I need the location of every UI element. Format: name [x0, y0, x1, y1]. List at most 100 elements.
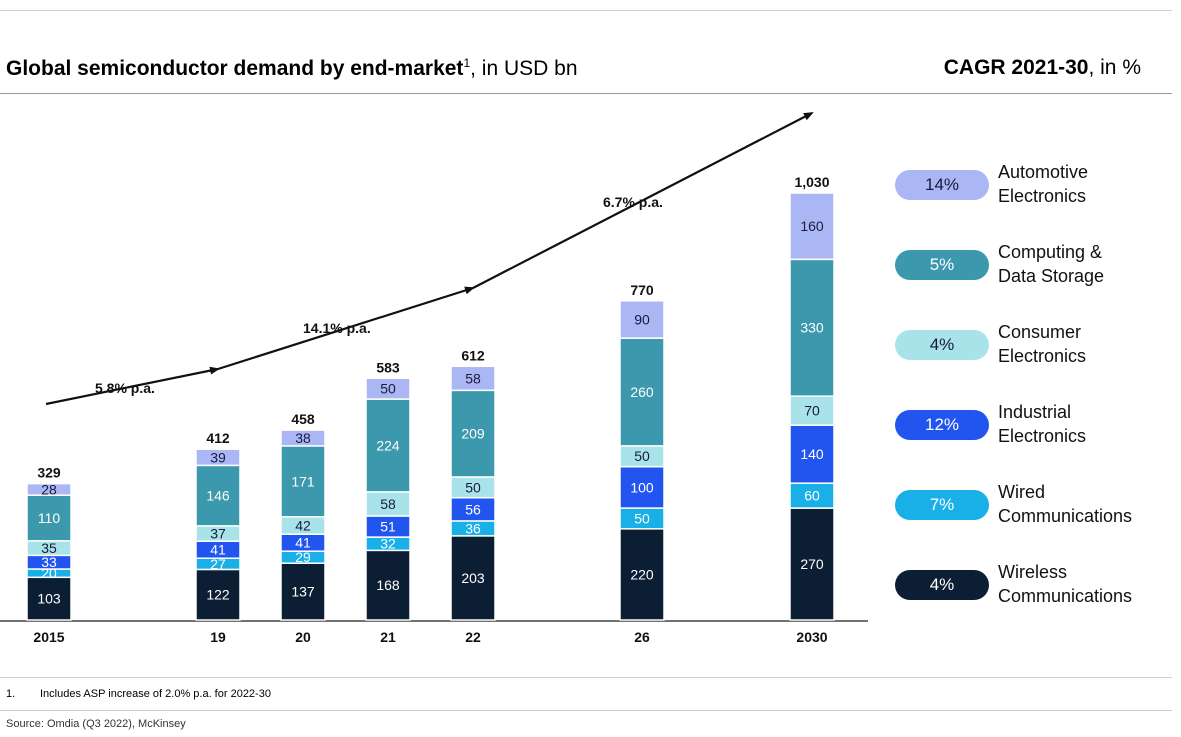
legend-label-line-2: Electronics: [998, 186, 1087, 206]
bar-segment-automotive-electronics-2030: [789, 192, 835, 261]
total-label: 612: [461, 347, 485, 363]
legend-item: 7% Wired Communications: [893, 482, 1178, 540]
bar-segment-wireless-communications-26: [619, 528, 665, 621]
total-label: 583: [376, 359, 400, 375]
legend-label-line-1: Computing &: [998, 242, 1103, 262]
bar-segment-wireless-communications-2030: [789, 507, 835, 621]
footnote-text: Includes ASP increase of 2.0% p.a. for 2…: [40, 688, 271, 700]
legend-cagr-pill: 5%: [895, 250, 989, 280]
data-label: 122: [206, 587, 230, 603]
data-label: 35: [41, 540, 57, 556]
legend-label: Industrial Electronics: [998, 400, 1086, 448]
data-label: 41: [295, 535, 311, 551]
cagr-header: CAGR 2021-30, in %: [944, 56, 1141, 80]
total-label: 329: [37, 465, 61, 481]
growth-label: 14.1% p.a.: [303, 320, 371, 336]
data-label: 39: [210, 449, 226, 465]
data-label: 220: [630, 566, 654, 582]
data-label: 58: [465, 370, 481, 386]
legend-label-line-1: Automotive: [998, 162, 1089, 182]
x-tick-label: 19: [210, 629, 226, 645]
legend-item: 4% Consumer Electronics: [893, 322, 1178, 380]
legend-cagr-pill: 7%: [895, 490, 989, 520]
source-rule: [0, 710, 1172, 711]
total-label: 770: [630, 282, 654, 298]
data-label: 33: [41, 554, 57, 570]
data-label: 110: [38, 510, 61, 526]
legend-label: Wired Communications: [998, 480, 1132, 528]
data-label: 270: [800, 556, 824, 572]
data-label: 38: [295, 430, 311, 446]
data-label: 50: [634, 448, 650, 464]
data-label: 146: [206, 488, 230, 504]
legend-label-line-1: Consumer: [998, 322, 1082, 342]
chart-title-footnote-mark: 1: [463, 56, 471, 70]
bar-segment-wireless-communications-21: [365, 549, 411, 621]
data-label: 203: [461, 570, 485, 586]
x-tick-label: 20: [295, 629, 311, 645]
data-label: 160: [800, 218, 824, 234]
chart-title-bold: Global semiconductor demand by end-marke…: [6, 57, 464, 80]
x-tick-label: 22: [465, 629, 481, 645]
bar-segment-computing-data-storage-26: [619, 337, 665, 447]
x-tick-label: 21: [380, 629, 396, 645]
cagr-header-bold: CAGR 2021-30: [943, 56, 1089, 79]
legend-label-line-2: Communications: [998, 586, 1133, 606]
x-tick-label: 26: [634, 629, 650, 645]
footnote-rule: [0, 677, 1172, 678]
growth-label: 5.8% p.a.: [95, 380, 155, 396]
data-label: 37: [210, 526, 226, 542]
legend-label: Computing & Data Storage: [998, 240, 1104, 288]
data-label: 27: [210, 556, 226, 572]
data-label: 42: [295, 517, 311, 533]
bar-segment-computing-data-storage-2030: [789, 258, 835, 397]
bar-segment-automotive-electronics-26: [619, 300, 665, 339]
bar-segment-automotive-electronics-19: [195, 448, 241, 467]
top-rule: [0, 10, 1172, 11]
legend-label-line-1: Industrial: [998, 402, 1072, 422]
legend-label-line-1: Wireless: [998, 562, 1068, 582]
bar-segment-automotive-electronics-21: [365, 377, 411, 400]
legend-cagr-pill: 12%: [895, 410, 989, 440]
total-label: 458: [291, 411, 315, 427]
data-label: 168: [376, 577, 400, 593]
data-label: 60: [804, 488, 820, 504]
data-label: 103: [37, 591, 61, 607]
legend-label: Consumer Electronics: [998, 320, 1086, 368]
data-label: 90: [634, 311, 650, 327]
bar-segment-wired-communications-2030: [789, 482, 835, 509]
legend-cagr-pill: 4%: [895, 570, 989, 600]
data-label: 224: [376, 437, 400, 453]
bar-segment-computing-data-storage-22: [450, 389, 496, 478]
total-label: 1,030: [794, 174, 829, 190]
data-label: 209: [461, 426, 485, 442]
footnote-number: 1.: [6, 688, 16, 700]
legend-label: Wireless Communications: [998, 560, 1132, 608]
bar-segment-industrial-electronics-2030: [789, 424, 835, 484]
header-rule: [0, 93, 1172, 94]
bar-segment-automotive-electronics-20: [280, 429, 326, 447]
stacked-bar-chart: 1032033351102832920151222741371463941219…: [0, 112, 868, 645]
chart-title-unit: , in USD bn: [470, 57, 578, 80]
data-label: 36: [465, 520, 481, 536]
bar-segment-wireless-communications-20: [280, 562, 326, 621]
legend-cagr-pill: 14%: [895, 170, 989, 200]
bar-segment-automotive-electronics-2015: [26, 482, 72, 496]
growth-arrow: [217, 286, 475, 371]
data-label: 330: [800, 320, 824, 336]
legend-label: Automotive Electronics: [998, 160, 1088, 208]
x-tick-label: 2015: [33, 629, 64, 645]
legend-label-line-2: Communications: [998, 506, 1133, 526]
legend-item: 14% Automotive Electronics: [893, 162, 1178, 220]
data-label: 58: [380, 496, 396, 512]
growth-arrow: [472, 112, 814, 289]
data-label: 50: [634, 510, 650, 526]
source-note: Source: Omdia (Q3 2022), McKinsey: [6, 718, 186, 730]
data-label: 260: [630, 384, 654, 400]
data-label: 100: [630, 479, 654, 495]
legend-cagr-pill: 4%: [895, 330, 989, 360]
x-tick-label: 2030: [796, 629, 827, 645]
legend-label-line-2: Electronics: [998, 346, 1087, 366]
bar-segment-consumer-electronics-21: [365, 491, 411, 517]
data-label: 41: [210, 542, 226, 558]
